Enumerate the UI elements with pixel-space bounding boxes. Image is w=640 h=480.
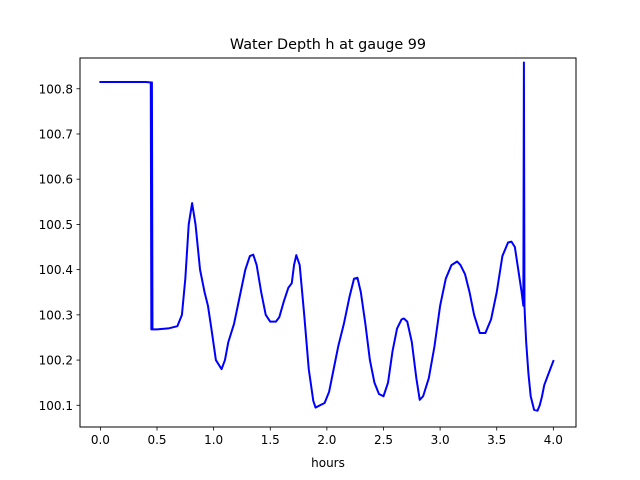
x-tick-label: 3.5 — [487, 433, 506, 447]
y-tick-label: 100.5 — [39, 218, 73, 232]
series-layer — [99, 61, 555, 412]
y-tick-label: 100.3 — [39, 308, 73, 322]
y-tick-label: 100.7 — [39, 127, 73, 141]
y-tick-label: 100.1 — [39, 399, 73, 413]
x-tick-label: 0.0 — [91, 433, 110, 447]
x-tick-label: 4.0 — [544, 433, 563, 447]
series-line-0 — [99, 61, 555, 412]
x-axis-label: hours — [311, 456, 345, 470]
y-tick-label: 100.2 — [39, 354, 73, 368]
y-tick-label: 100.4 — [39, 263, 73, 277]
plot-frame — [79, 57, 577, 428]
x-tick-label: 2.0 — [317, 433, 336, 447]
x-tick-label: 0.5 — [147, 433, 166, 447]
chart-title: Water Depth h at gauge 99 — [230, 37, 426, 53]
x-axis-ticks: 0.0 0.5 1.0 1.5 2.0 2.5 3.0 3.5 4.0 — [91, 427, 563, 447]
y-tick-label: 100.6 — [39, 173, 73, 187]
x-tick-label: 2.5 — [374, 433, 393, 447]
y-axis-ticks: 100.1 100.2 100.3 100.4 100.5 100.6 100.7 100.8 — [39, 82, 80, 413]
y-tick-label: 100.8 — [39, 82, 73, 96]
x-tick-label: 3.0 — [431, 433, 450, 447]
x-tick-label: 1.0 — [204, 433, 223, 447]
x-tick-label: 1.5 — [261, 433, 280, 447]
